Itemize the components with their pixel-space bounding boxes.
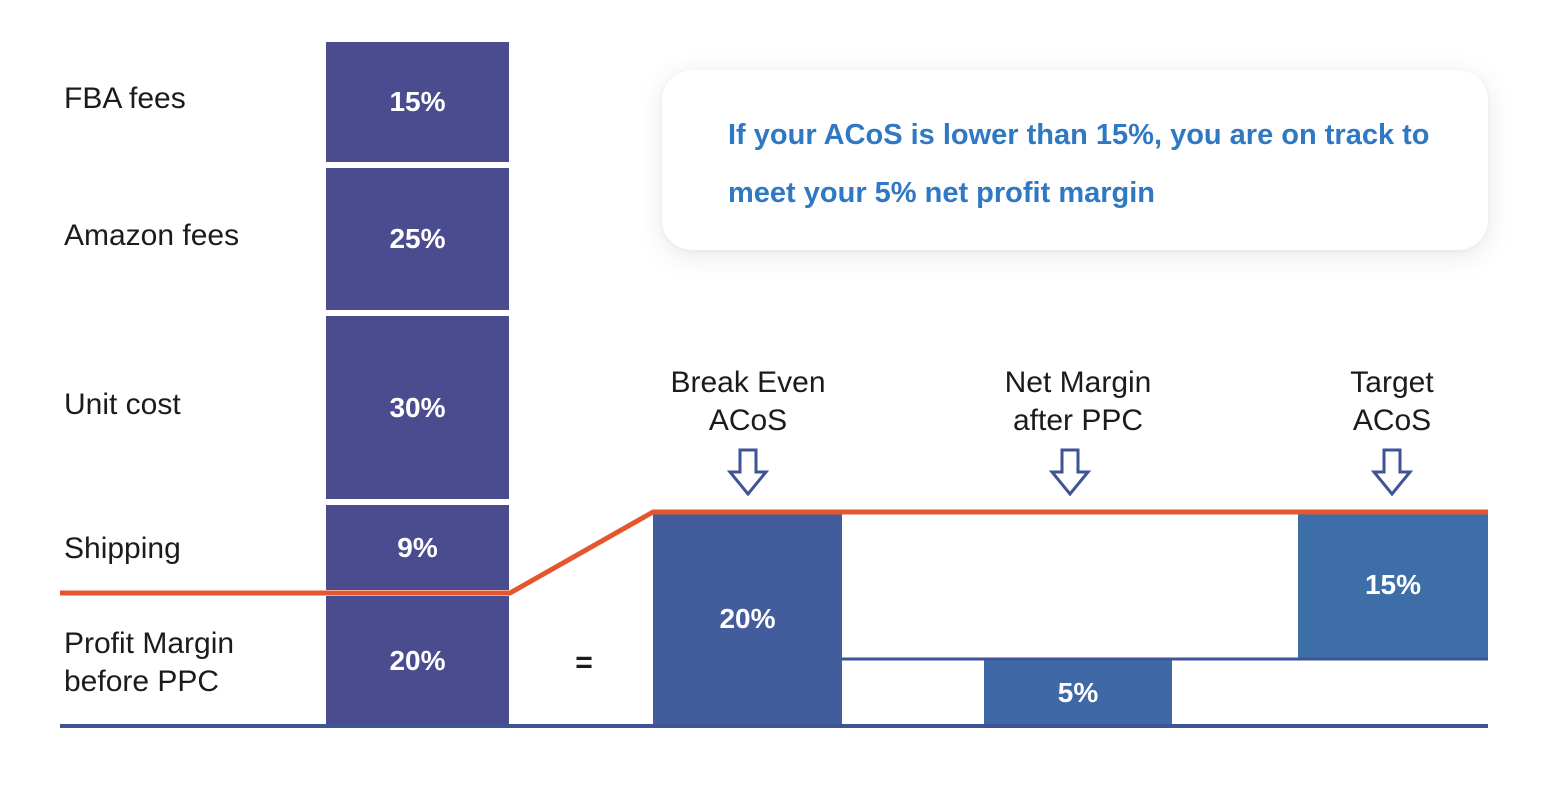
heading-net-margin-line1: Net Margin bbox=[1004, 366, 1152, 399]
down-arrow-icon bbox=[1048, 448, 1092, 497]
label-profit-margin-text: Profit Margin before PPC bbox=[64, 627, 235, 698]
net-margin-box: 5% bbox=[984, 660, 1172, 726]
label-unit-cost: Unit cost bbox=[64, 388, 181, 421]
label-fba-fees: FBA fees bbox=[64, 82, 186, 115]
heading-target-acos: Target ACoS bbox=[1296, 364, 1488, 440]
heading-break-even-line1: Break Even bbox=[670, 366, 826, 399]
segment-shipping: 9% bbox=[326, 505, 509, 590]
heading-net-margin-line2: after PPC bbox=[1012, 404, 1144, 437]
label-shipping: Shipping bbox=[64, 532, 181, 565]
label-profit-margin-before-ppc: Profit Margin before PPC bbox=[64, 625, 304, 701]
break-even-acos-box: 20% bbox=[653, 512, 842, 726]
heading-net-margin-after-ppc: Net Margin after PPC bbox=[960, 364, 1196, 440]
equals-sign: = bbox=[575, 646, 593, 679]
target-acos-box: 15% bbox=[1298, 512, 1488, 658]
down-arrow-icon bbox=[726, 448, 770, 497]
down-arrow-icon bbox=[1370, 448, 1414, 497]
heading-break-even-line2: ACoS bbox=[708, 404, 788, 437]
heading-break-even-acos: Break Even ACoS bbox=[640, 364, 856, 440]
segment-profit-margin: 20% bbox=[326, 596, 509, 726]
label-amazon-fees: Amazon fees bbox=[64, 219, 240, 252]
callout-box: If your ACoS is lower than 15%, you are … bbox=[662, 70, 1488, 250]
break-even-line bbox=[60, 509, 1488, 596]
segment-unit-cost: 30% bbox=[326, 316, 509, 499]
heading-target-line1: Target bbox=[1350, 366, 1434, 399]
segment-fba-fees: 15% bbox=[326, 42, 509, 162]
segment-amazon-fees: 25% bbox=[326, 168, 509, 310]
heading-target-line2: ACoS bbox=[1352, 404, 1432, 437]
callout-text: If your ACoS is lower than 15%, you are … bbox=[728, 119, 1430, 209]
